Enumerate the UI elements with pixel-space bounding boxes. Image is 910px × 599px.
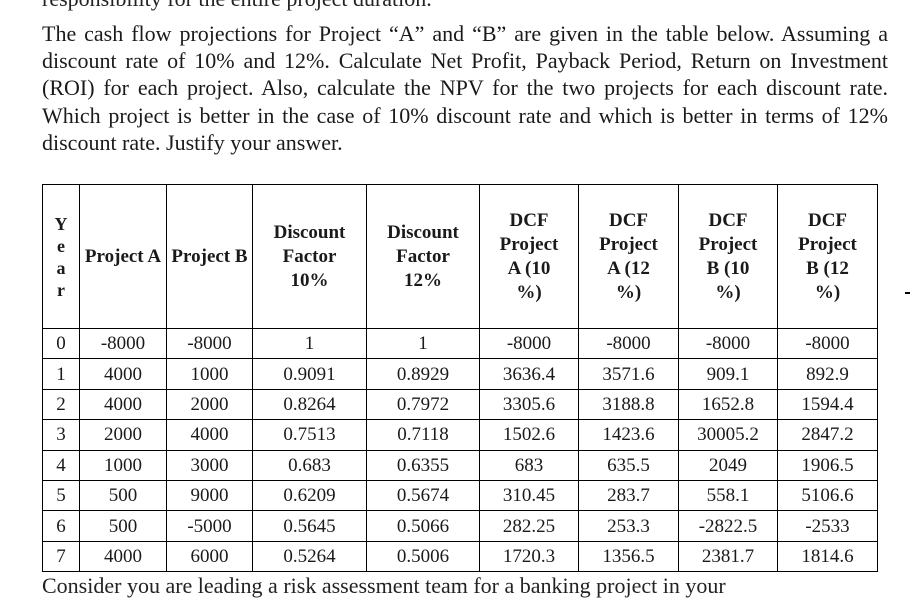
table-cell: 0.9091 bbox=[252, 358, 367, 390]
year-cell: 1 bbox=[42, 358, 80, 390]
table-cell: 0.8929 bbox=[366, 358, 480, 390]
table-cell: 1356.5 bbox=[578, 540, 679, 573]
table-cell: 1423.6 bbox=[578, 419, 679, 451]
table-cell: 0.6209 bbox=[252, 479, 367, 512]
table-cell: 1502.6 bbox=[479, 419, 579, 451]
table-cell: 283.7 bbox=[578, 479, 679, 512]
table-cell: 0.7118 bbox=[366, 419, 480, 451]
table-cell: 0.7972 bbox=[366, 388, 480, 421]
table-cell: 1814.6 bbox=[777, 540, 878, 573]
table-cell: 3000 bbox=[166, 449, 253, 481]
table-cell: 0.5264 bbox=[252, 540, 367, 573]
table-cell: 1000 bbox=[166, 358, 253, 390]
table-row: 5 500 9000 0.6209 0.5674 310.45 283.7 558.1 5106… bbox=[42, 479, 878, 512]
header-cell: Discount Factor 10% bbox=[252, 184, 367, 329]
table-cell: 0.5066 bbox=[366, 510, 480, 542]
header-cell: DCF Project A (12%) bbox=[578, 184, 679, 329]
table-body: 0 -8000 -8000 1 1 -8000 -8000 -8000 -8000 1 4000 10… bbox=[42, 327, 878, 573]
table-cell: 310.45 bbox=[479, 479, 579, 512]
table-cell: 282.25 bbox=[479, 510, 579, 542]
table-cell: 0.6355 bbox=[366, 449, 480, 481]
table-cell: 0.5645 bbox=[252, 510, 367, 542]
table-row: 7 4000 6000 0.5264 0.5006 1720.3 1356.5 2381.7 1… bbox=[42, 540, 878, 573]
table-cell: 635.5 bbox=[578, 449, 679, 481]
header-cell: Project A bbox=[79, 184, 167, 329]
table-cell: 2000 bbox=[166, 388, 253, 421]
table-cell: 4000 bbox=[79, 358, 167, 390]
header-cell: Project B bbox=[166, 184, 253, 329]
year-cell: 0 bbox=[42, 327, 80, 360]
table-cell: 1 bbox=[366, 327, 480, 360]
year-cell: 5 bbox=[42, 479, 80, 512]
table-cell: 0.683 bbox=[252, 449, 367, 481]
table-cell: 2381.7 bbox=[678, 540, 778, 573]
table-cell: 1000 bbox=[79, 449, 167, 481]
table-cell: 5106.6 bbox=[777, 479, 878, 512]
table-cell: 1594.4 bbox=[777, 388, 878, 421]
table-cell: 4000 bbox=[166, 419, 253, 451]
table-row: 4 1000 3000 0.683 0.6355 683 635.5 2049 1906.5 bbox=[42, 449, 878, 481]
table-cell: -5000 bbox=[166, 510, 253, 542]
table-cell: 2000 bbox=[79, 419, 167, 451]
table-cell: 4000 bbox=[79, 388, 167, 421]
question-paragraph: The cash flow projections for Project “A… bbox=[42, 21, 888, 155]
table-cell: -2822.5 bbox=[678, 510, 778, 542]
margin-mark bbox=[905, 292, 910, 294]
table-cell: 2049 bbox=[678, 449, 778, 481]
previous-paragraph-fragment: responsibility for the entire project du… bbox=[42, 0, 432, 12]
table-cell: -2533 bbox=[777, 510, 878, 542]
table-cell: 1652.8 bbox=[678, 388, 778, 421]
table-cell: 909.1 bbox=[678, 358, 778, 390]
table-cell: 500 bbox=[79, 479, 167, 512]
table-cell: 558.1 bbox=[678, 479, 778, 512]
table-cell: 2847.2 bbox=[777, 419, 878, 451]
table-cell: -8000 bbox=[79, 327, 167, 360]
table-row: 1 4000 1000 0.9091 0.8929 3636.4 3571.6 909.1 89… bbox=[42, 358, 878, 390]
table-cell: -8000 bbox=[777, 327, 878, 360]
table-cell: 892.9 bbox=[777, 358, 878, 390]
table-cell: 30005.2 bbox=[678, 419, 778, 451]
table-cell: 9000 bbox=[166, 479, 253, 512]
next-paragraph-fragment: Consider you are leading a risk assessme… bbox=[42, 573, 726, 598]
header-cell: Discount Factor 12% bbox=[366, 184, 480, 329]
table-cell: 3305.6 bbox=[479, 388, 579, 421]
table-cell: 1720.3 bbox=[479, 540, 579, 573]
table-cell: -8000 bbox=[578, 327, 679, 360]
year-cell: 2 bbox=[42, 388, 80, 421]
table-cell: 683 bbox=[479, 449, 579, 481]
table-cell: 253.3 bbox=[578, 510, 679, 542]
table-row: 0 -8000 -8000 1 1 -8000 -8000 -8000 -8000 bbox=[42, 327, 878, 360]
year-cell: 4 bbox=[42, 449, 80, 481]
table-cell: 3571.6 bbox=[578, 358, 679, 390]
table-cell: 4000 bbox=[79, 540, 167, 573]
year-cell: 3 bbox=[42, 419, 80, 451]
header-cell: DCF Project A (10%) bbox=[479, 184, 579, 329]
table-cell: -8000 bbox=[479, 327, 579, 360]
year-cell: 7 bbox=[42, 540, 80, 573]
table-cell: 3636.4 bbox=[479, 358, 579, 390]
table-cell: 0.5674 bbox=[366, 479, 480, 512]
table-row: 3 2000 4000 0.7513 0.7118 1502.6 1423.6 30005.2… bbox=[42, 419, 878, 451]
table-cell: 1 bbox=[252, 327, 367, 360]
table-cell: 500 bbox=[79, 510, 167, 542]
table-cell: -8000 bbox=[678, 327, 778, 360]
table-cell: -8000 bbox=[166, 327, 253, 360]
table-cell: 3188.8 bbox=[578, 388, 679, 421]
header-cell: DCF Project B (10%) bbox=[678, 184, 778, 329]
table-cell: 0.7513 bbox=[252, 419, 367, 451]
table-cell: 1906.5 bbox=[777, 449, 878, 481]
table-row: 6 500 -5000 0.5645 0.5066 282.25 253.3 -2822.5-… bbox=[42, 510, 878, 542]
table-cell: 6000 bbox=[166, 540, 253, 573]
header-cell: DCF Project B (12%) bbox=[777, 184, 878, 329]
year-cell: 6 bbox=[42, 510, 80, 542]
table-cell: 0.8264 bbox=[252, 388, 367, 421]
table-row: 2 4000 2000 0.8264 0.7972 3305.6 3188.8 1652.8 1… bbox=[42, 388, 878, 421]
table-cell: 0.5006 bbox=[366, 540, 480, 573]
